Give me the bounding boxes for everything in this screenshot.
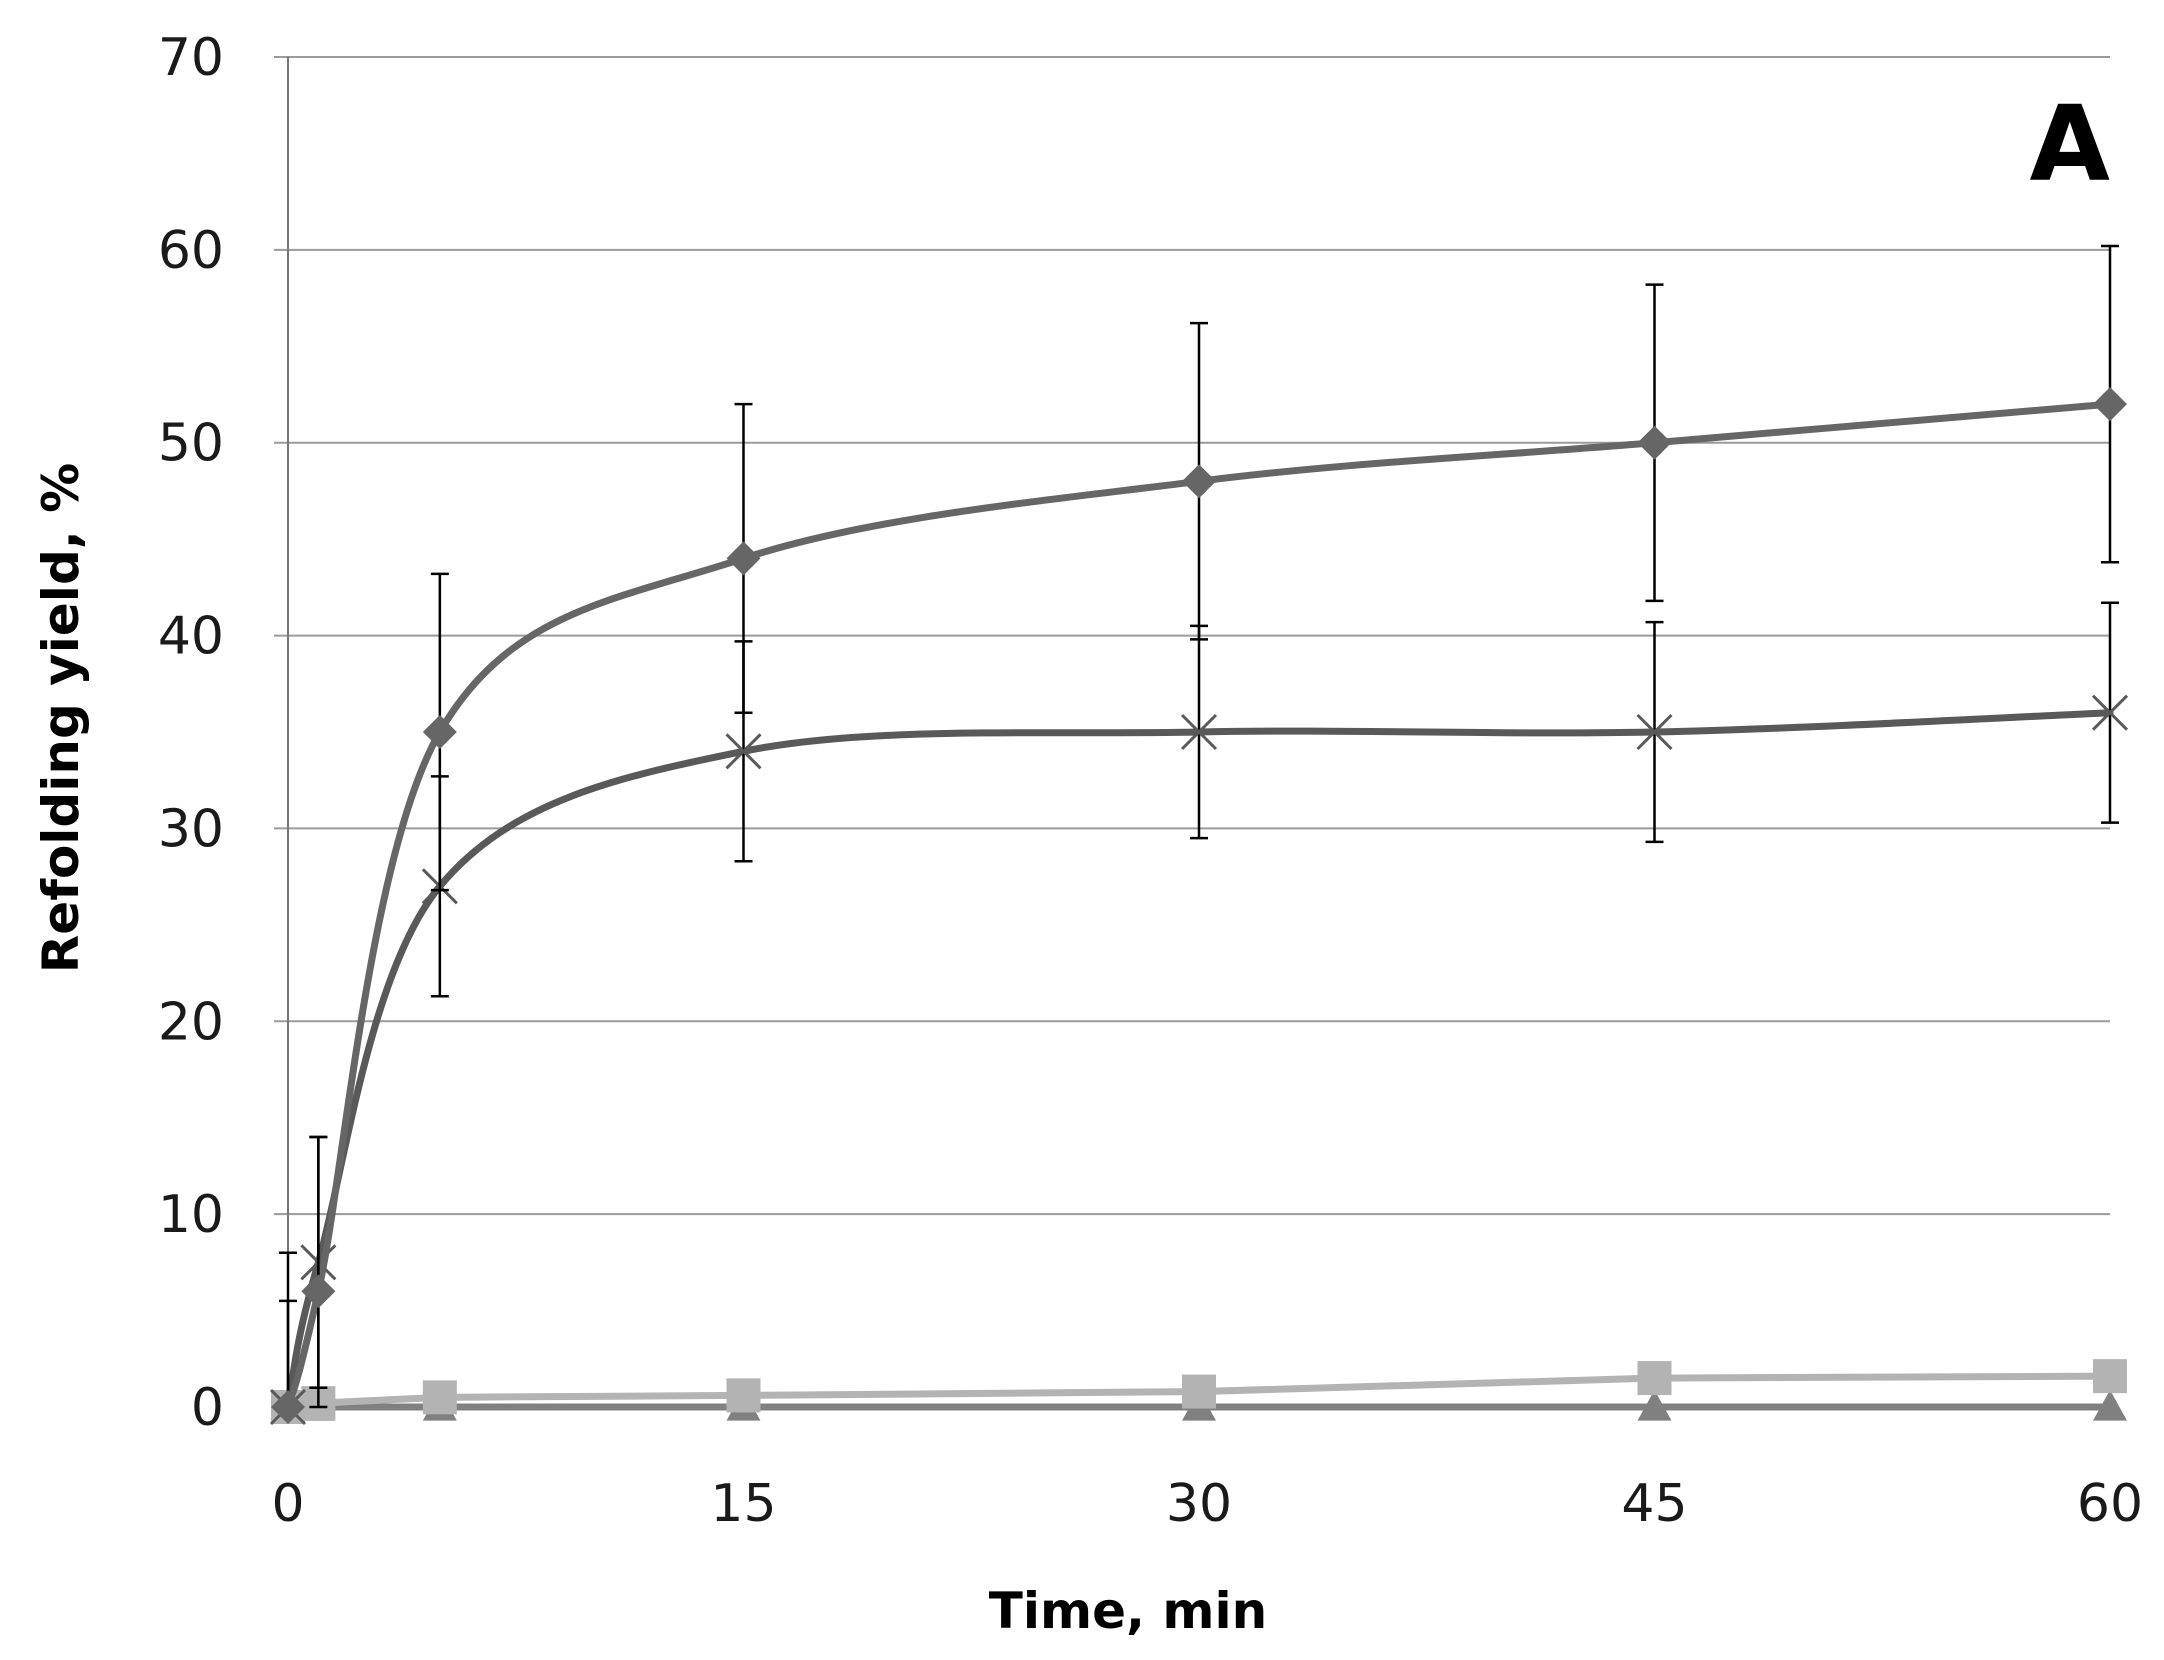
x-tick-label-0: 0 [271, 1474, 304, 1534]
point-diamond-2 [422, 715, 457, 749]
grid-lines [274, 56, 2110, 1408]
point-diamond-3 [726, 541, 761, 576]
y-tick-label-60: 60 [158, 221, 224, 281]
y-tick-label-70: 70 [158, 28, 224, 88]
point-x-5 [1636, 713, 1673, 751]
point-diamond-1 [301, 1274, 336, 1309]
x-axis-ticks: 0 15 30 45 60 [271, 1474, 2143, 1534]
series-layer [269, 244, 2129, 1426]
series-square [271, 1359, 2127, 1424]
point-square-2 [422, 1380, 457, 1415]
point-square-4 [1182, 1374, 1216, 1409]
point-x-3 [725, 733, 762, 770]
x-tick-label-60: 60 [2077, 1474, 2143, 1534]
point-x-4 [1180, 713, 1218, 751]
point-square-6 [2093, 1359, 2127, 1394]
y-tick-label-10: 10 [158, 1185, 224, 1245]
series-x [269, 601, 2129, 1426]
error-bar-diamond-1 [309, 1135, 328, 1409]
point-diamond-4 [1182, 464, 1216, 499]
x-axis-title: Time, min [989, 1582, 1268, 1640]
point-diamond-5 [1637, 425, 1672, 460]
y-tick-label-50: 50 [158, 414, 224, 474]
y-tick-label-20: 20 [158, 992, 224, 1052]
y-axis-ticks: 0 10 20 30 40 50 60 70 [158, 28, 224, 1438]
x-tick-label-30: 30 [1166, 1474, 1232, 1534]
x-tick-label-45: 45 [1621, 1474, 1687, 1534]
point-x-6 [2091, 694, 2129, 731]
point-square-3 [726, 1378, 761, 1413]
point-triangle-5 [1637, 1390, 1672, 1421]
y-axis-title: Refolding yield, % [32, 463, 90, 973]
point-diamond-0 [271, 1390, 305, 1424]
point-triangle-6 [2093, 1390, 2127, 1421]
series-diamond [271, 244, 2127, 1424]
y-tick-label-0: 0 [191, 1378, 224, 1438]
y-tick-label-40: 40 [158, 607, 224, 667]
point-square-5 [1637, 1361, 1672, 1396]
point-diamond-6 [2093, 387, 2127, 422]
x-tick-label-15: 15 [710, 1474, 776, 1534]
y-tick-label-30: 30 [158, 799, 224, 859]
panel-label: A [2030, 83, 2111, 205]
